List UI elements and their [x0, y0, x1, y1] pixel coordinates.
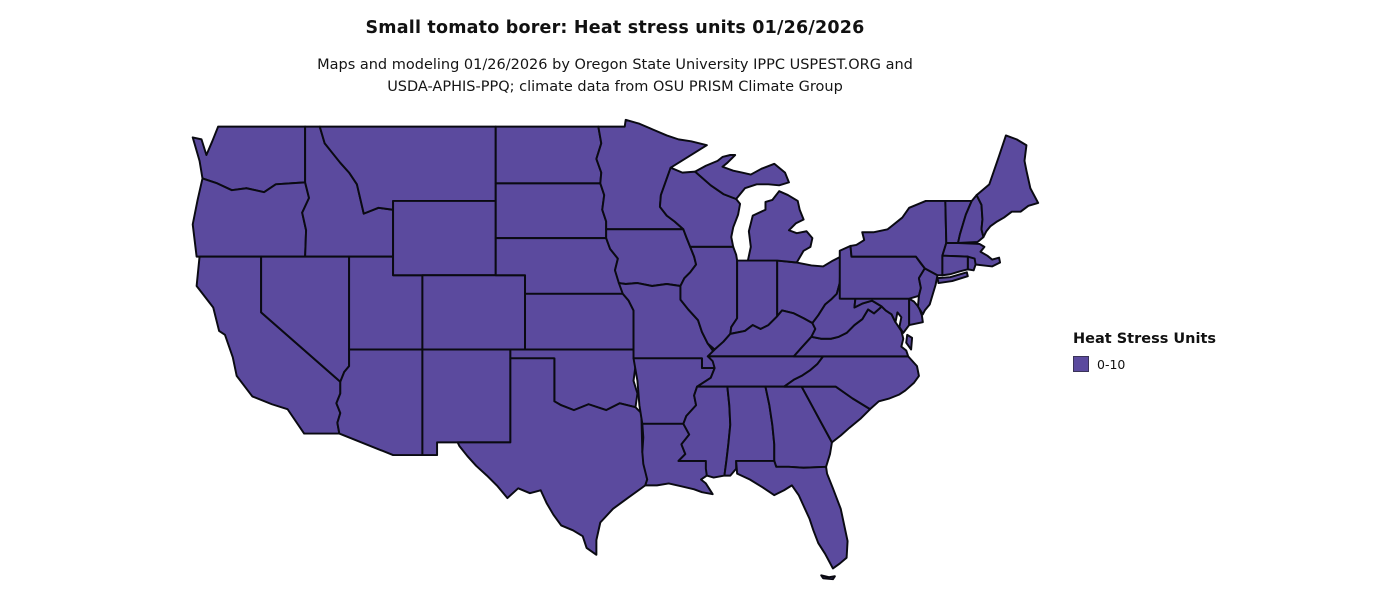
state-arizona: [335, 348, 424, 457]
state-florida: [735, 459, 849, 570]
page-subtitle: Maps and modeling 01/26/2026 by Oregon S…: [180, 54, 1050, 98]
states-group: [191, 118, 1040, 581]
us-map-svg: [191, 118, 1040, 581]
state-north-carolina: [783, 355, 920, 411]
state-maine: [975, 134, 1040, 239]
state-oregon: [191, 177, 311, 258]
page-title: Small tomato borer: Heat stress units 01…: [365, 18, 865, 38]
legend-title: Heat Stress Units: [1073, 331, 1217, 347]
state-new-mexico: [421, 348, 512, 457]
state-michigan-lower: [746, 190, 814, 264]
us-choropleth-map: [178, 112, 1048, 588]
state-texas: [456, 357, 649, 556]
subtitle-line-1: Maps and modeling 01/26/2026 by Oregon S…: [317, 57, 913, 73]
legend-swatch: [1073, 356, 1089, 372]
legend-item: 0-10: [1073, 356, 1293, 372]
legend-item-label: 0-10: [1097, 356, 1126, 372]
state-wyoming: [392, 199, 497, 277]
state-new-york-long-island: [936, 271, 969, 285]
map-legend: Heat Stress Units 0-10: [1073, 331, 1293, 372]
state-iowa: [605, 228, 698, 287]
state-virginia-eastern-shore: [905, 333, 914, 351]
state-north-dakota: [494, 125, 603, 185]
state-connecticut: [941, 254, 969, 277]
state-colorado: [421, 274, 527, 351]
state-new-jersey: [916, 267, 939, 316]
state-kansas: [524, 292, 635, 351]
state-south-dakota: [494, 182, 608, 240]
state-delaware: [908, 297, 924, 327]
subtitle-line-2: USDA-APHIS-PPQ; climate data from OSU PR…: [387, 79, 843, 95]
state-florida-keys: [820, 574, 836, 581]
state-maryland: [853, 297, 911, 334]
state-michigan-upper: [694, 154, 790, 200]
state-rhode-island: [966, 255, 977, 272]
